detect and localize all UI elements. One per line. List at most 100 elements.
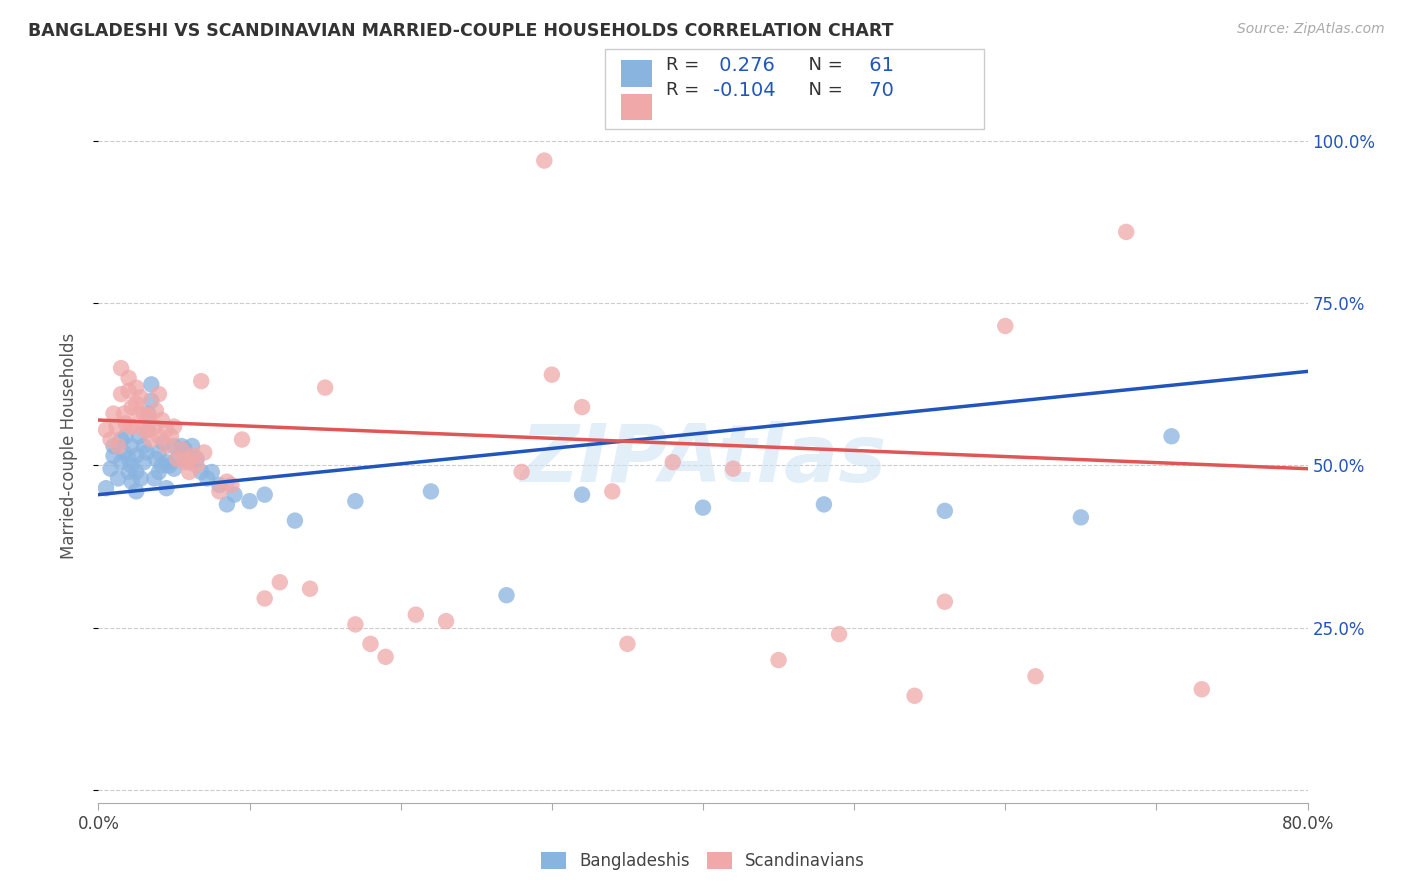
Bangladeshis (155, 481, 177, 495)
Scandinavians (662, 455, 685, 469)
Bangladeshis (100, 461, 122, 475)
Scandinavians (1115, 225, 1137, 239)
Scandinavians (193, 445, 215, 459)
Bangladeshis (253, 488, 276, 502)
Scandinavians (179, 465, 201, 479)
Bangladeshis (125, 449, 148, 463)
Bangladeshis (141, 377, 163, 392)
Bangladeshis (141, 393, 163, 408)
Bangladeshis (159, 458, 181, 473)
Bangladeshis (132, 455, 155, 469)
Scandinavians (94, 423, 117, 437)
Bangladeshis (132, 439, 155, 453)
Legend: Bangladeshis, Scandinavians: Bangladeshis, Scandinavians (534, 845, 872, 877)
Bangladeshis (181, 439, 204, 453)
Scandinavians (904, 689, 927, 703)
Bangladeshis (495, 588, 517, 602)
Scandinavians (231, 433, 253, 447)
Scandinavians (128, 407, 150, 421)
Scandinavians (374, 649, 396, 664)
Bangladeshis (163, 461, 186, 475)
Bangladeshis (239, 494, 262, 508)
Scandinavians (994, 318, 1017, 333)
Bangladeshis (114, 429, 136, 443)
Bangladeshis (173, 442, 195, 457)
Scandinavians (105, 419, 128, 434)
Text: 61: 61 (863, 56, 894, 75)
Scandinavians (768, 653, 790, 667)
Scandinavians (299, 582, 322, 596)
Bangladeshis (1160, 429, 1182, 443)
Bangladeshis (103, 439, 125, 453)
Bangladeshis (208, 478, 231, 492)
Scandinavians (344, 617, 367, 632)
Bangladeshis (179, 455, 201, 469)
Bangladeshis (420, 484, 443, 499)
Scandinavians (190, 374, 212, 388)
Bangladeshis (163, 439, 186, 453)
Bangladeshis (201, 465, 224, 479)
Bangladeshis (94, 481, 117, 495)
Scandinavians (125, 397, 148, 411)
Scandinavians (163, 419, 186, 434)
Bangladeshis (121, 458, 143, 473)
Scandinavians (132, 423, 155, 437)
Scandinavians (118, 371, 141, 385)
Scandinavians (150, 413, 173, 427)
Scandinavians (141, 433, 163, 447)
Text: -0.104: -0.104 (713, 81, 776, 100)
Bangladeshis (148, 465, 170, 479)
Bangladeshis (125, 484, 148, 499)
Bangladeshis (215, 497, 238, 511)
Scandinavians (183, 449, 205, 463)
Bangladeshis (136, 423, 159, 437)
Bangladeshis (344, 494, 367, 508)
Scandinavians (107, 439, 129, 453)
Bangladeshis (145, 452, 167, 467)
Scandinavians (571, 400, 593, 414)
Bangladeshis (112, 445, 135, 459)
Bangladeshis (170, 439, 193, 453)
Scandinavians (132, 407, 155, 421)
Scandinavians (828, 627, 851, 641)
Bangladeshis (128, 429, 150, 443)
Bangladeshis (1070, 510, 1092, 524)
Scandinavians (155, 439, 177, 453)
Scandinavians (602, 484, 624, 499)
Scandinavians (114, 417, 136, 431)
Bangladeshis (118, 452, 141, 467)
Scandinavians (208, 484, 231, 499)
Bangladeshis (110, 455, 132, 469)
Scandinavians (616, 637, 638, 651)
Scandinavians (434, 614, 457, 628)
Bangladeshis (166, 452, 188, 467)
Scandinavians (135, 423, 157, 437)
Scandinavians (125, 381, 148, 395)
Bangladeshis (195, 471, 218, 485)
Text: N =: N = (797, 81, 849, 99)
Bangladeshis (121, 439, 143, 453)
Scandinavians (170, 442, 193, 457)
Scandinavians (1191, 682, 1213, 697)
Bangladeshis (284, 514, 307, 528)
Text: Source: ZipAtlas.com: Source: ZipAtlas.com (1237, 22, 1385, 37)
Y-axis label: Married-couple Households: Married-couple Households (59, 333, 77, 559)
Scandinavians (269, 575, 291, 590)
Scandinavians (110, 361, 132, 376)
Scandinavians (112, 407, 135, 421)
Bangladeshis (148, 445, 170, 459)
Scandinavians (221, 478, 243, 492)
Bangladeshis (152, 435, 174, 450)
Bangladeshis (224, 488, 246, 502)
Bangladeshis (190, 465, 212, 479)
Bangladeshis (136, 407, 159, 421)
Bangladeshis (186, 452, 208, 467)
Bangladeshis (129, 471, 152, 485)
Bangladeshis (934, 504, 956, 518)
Scandinavians (253, 591, 276, 606)
Bangladeshis (143, 471, 166, 485)
Bangladeshis (155, 455, 177, 469)
Text: 0.276: 0.276 (713, 56, 775, 75)
Scandinavians (166, 452, 188, 467)
Scandinavians (121, 419, 143, 434)
